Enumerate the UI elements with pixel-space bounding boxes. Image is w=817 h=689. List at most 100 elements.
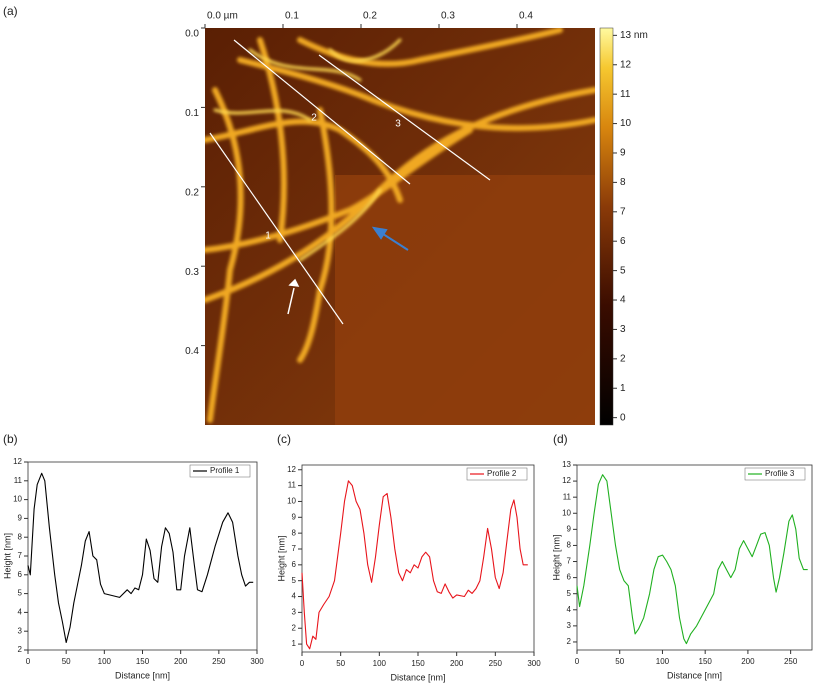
y-tick-label: 10 <box>562 508 571 517</box>
panel-label: (a) <box>3 4 18 18</box>
x-tick-label: 100 <box>656 657 670 666</box>
blue-arrow <box>371 226 409 251</box>
x-tick-label: 0 <box>26 657 31 666</box>
x-tick-label: 150 <box>136 657 150 666</box>
colorbar-tick-label: 9 <box>620 148 626 159</box>
y-tick-label: 3 <box>18 626 23 635</box>
y-tick-label: 8 <box>292 528 297 537</box>
x-tick-label: 100 <box>373 659 387 668</box>
x-tick-label: 0.3 <box>441 11 455 22</box>
colorbar-tick-label: 12 <box>620 59 632 70</box>
x-tick-label: 0.0 µm <box>207 11 238 22</box>
y-tick-label: 7 <box>567 557 572 566</box>
profile-lines <box>209 39 491 325</box>
x-tick-label: 50 <box>615 657 624 666</box>
x-tick-label: 100 <box>98 657 112 666</box>
legend-box <box>744 467 806 481</box>
afm-image <box>205 28 595 425</box>
y-axis-title: Height [nm] <box>276 535 286 581</box>
legend-box <box>466 467 528 481</box>
colorbar-tick-label: 0 <box>620 412 626 423</box>
colorbar-tick-label: 8 <box>620 177 626 188</box>
legend-box <box>189 464 251 478</box>
y-tick-label: 2 <box>567 637 572 646</box>
profile-number: 1 <box>265 231 271 242</box>
y-axis-title: Height [nm] <box>2 533 12 579</box>
y-tick-label: 2 <box>292 623 297 632</box>
y-axis-title: Height [nm] <box>551 534 561 580</box>
y-tick-label: 4 <box>292 592 297 601</box>
y-tick-label: 6 <box>18 570 23 579</box>
colorbar-tick-label: 2 <box>620 353 626 364</box>
y-tick-label: 0.3 <box>185 267 199 278</box>
x-tick-label: 300 <box>250 657 264 666</box>
y-tick-label: 2 <box>18 645 23 654</box>
colorbar-tick-label: 10 <box>620 118 632 129</box>
y-tick-label: 10 <box>13 495 22 504</box>
colorbar-tick-label: 1 <box>620 383 626 394</box>
panel-label: (b) <box>3 432 18 446</box>
y-tick-label: 0.2 <box>185 187 199 198</box>
y-tick-label: 0.1 <box>185 108 199 119</box>
legend-label: Profile 2 <box>487 469 517 478</box>
colorbar <box>599 27 614 426</box>
y-tick-label: 9 <box>292 512 297 521</box>
y-tick-label: 0.0 <box>185 29 199 40</box>
plot-frame <box>301 464 535 653</box>
panel-label: (c) <box>277 432 291 446</box>
x-tick-label: 150 <box>411 659 425 668</box>
colorbar-tick-label: 13 nm <box>620 30 648 41</box>
y-tick-label: 12 <box>562 476 571 485</box>
y-tick-label: 4 <box>18 608 23 617</box>
y-tick-label: 7 <box>292 544 297 553</box>
plot-frame <box>576 464 813 651</box>
colorbar-tick-label: 3 <box>620 324 626 335</box>
x-tick-label: 200 <box>450 659 464 668</box>
x-tick-label: 0.4 <box>519 11 533 22</box>
profile-number: 2 <box>311 113 317 124</box>
white-arrow <box>287 278 300 315</box>
colorbar-tick-label: 11 <box>620 89 631 100</box>
y-tick-label: 11 <box>563 492 572 501</box>
y-tick-label: 5 <box>567 589 572 598</box>
y-tick-label: 12 <box>13 457 22 466</box>
x-tick-label: 50 <box>62 657 71 666</box>
y-tick-label: 6 <box>292 560 297 569</box>
y-tick-label: 6 <box>567 573 572 582</box>
y-tick-label: 4 <box>567 605 572 614</box>
colorbar-tick-label: 5 <box>620 265 626 276</box>
x-tick-label: 250 <box>784 657 798 666</box>
y-tick-label: 1 <box>292 639 297 648</box>
y-tick-label: 9 <box>567 524 572 533</box>
x-tick-label: 0.2 <box>363 11 377 22</box>
y-tick-label: 5 <box>18 589 23 598</box>
x-tick-label: 200 <box>741 657 755 666</box>
profile-line <box>576 474 808 645</box>
x-tick-label: 200 <box>174 657 188 666</box>
y-tick-label: 10 <box>287 497 296 506</box>
profile-line <box>27 472 254 644</box>
legend-label: Profile 1 <box>210 466 240 475</box>
x-axis-title: Distance [nm] <box>115 670 170 680</box>
colorbar-tick-label: 6 <box>620 236 626 247</box>
x-tick-label: 300 <box>527 659 541 668</box>
x-tick-label: 0 <box>575 657 580 666</box>
y-tick-label: 3 <box>567 621 572 630</box>
y-tick-label: 11 <box>14 476 23 485</box>
x-tick-label: 0.1 <box>285 11 299 22</box>
x-tick-label: 150 <box>699 657 713 666</box>
x-axis-title: Distance [nm] <box>667 670 722 680</box>
y-tick-label: 12 <box>287 465 296 474</box>
profile-line <box>301 480 528 650</box>
colorbar-tick-label: 4 <box>620 295 626 306</box>
x-axis-title: Distance [nm] <box>390 672 445 682</box>
y-tick-label: 8 <box>567 541 572 550</box>
y-tick-label: 0.4 <box>185 346 199 357</box>
y-tick-label: 7 <box>18 551 23 560</box>
colorbar-tick-label: 7 <box>620 206 626 217</box>
profile-number: 3 <box>395 119 401 130</box>
y-tick-label: 13 <box>562 460 571 469</box>
y-tick-label: 3 <box>292 607 297 616</box>
x-tick-label: 0 <box>300 659 305 668</box>
